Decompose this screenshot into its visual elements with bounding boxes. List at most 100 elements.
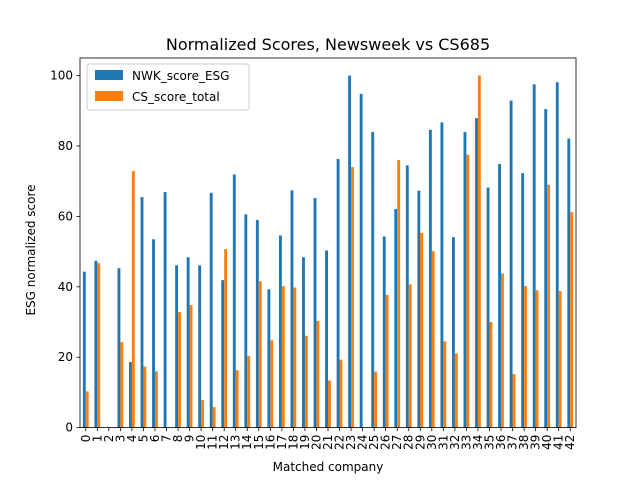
bar-cs-40 <box>547 184 551 428</box>
x-tick-label: 36 <box>494 435 508 450</box>
x-tick-label: 20 <box>309 435 323 450</box>
bar-nwk-15 <box>255 219 259 428</box>
bar-cs-6 <box>154 371 158 428</box>
bar-nwk-24 <box>359 93 363 428</box>
bar-nwk-31 <box>440 122 444 428</box>
x-tick-label: 39 <box>529 435 543 450</box>
bar-cs-12 <box>224 249 228 428</box>
x-tick-label: 27 <box>390 435 404 450</box>
x-tick-label: 0 <box>79 435 93 443</box>
bar-cs-4 <box>131 170 135 428</box>
x-tick-label: 24 <box>356 435 370 450</box>
bar-cs-0 <box>85 391 89 428</box>
legend-label-nwk: NWK_score_ESG <box>132 69 229 83</box>
x-tick-label: 10 <box>194 435 208 450</box>
bar-cs-18 <box>293 287 297 428</box>
chart-title: Normalized Scores, Newsweek vs CS685 <box>166 35 490 54</box>
bar-cs-22 <box>339 359 343 428</box>
x-tick-label: 23 <box>344 435 358 450</box>
bar-nwk-14 <box>244 214 248 428</box>
y-tick-label: 80 <box>58 139 73 153</box>
bar-cs-28 <box>408 284 412 428</box>
x-tick-label: 40 <box>540 435 554 450</box>
legend-label-cs: CS_score_total <box>132 90 220 104</box>
x-tick-label: 28 <box>402 435 416 450</box>
bar-cs-34 <box>477 75 481 428</box>
x-tick-label: 30 <box>425 435 439 450</box>
y-axis-label: ESG normalized score <box>24 184 38 315</box>
x-tick-label: 7 <box>160 435 174 443</box>
x-tick-label: 33 <box>459 435 473 450</box>
legend-swatch-cs <box>95 91 123 101</box>
x-tick-label: 35 <box>482 435 496 450</box>
bar-nwk-42 <box>567 138 571 428</box>
bar-cs-37 <box>512 374 516 428</box>
bar-cs-23 <box>351 167 354 428</box>
bar-cs-17 <box>281 286 285 428</box>
bar-nwk-3 <box>117 268 121 428</box>
x-tick-label: 26 <box>379 435 393 450</box>
x-tick-label: 31 <box>436 435 450 450</box>
bar-nwk-32 <box>452 237 455 428</box>
bar-cs-32 <box>454 353 458 428</box>
x-axis-label: Matched company <box>273 460 384 474</box>
bar-cs-20 <box>316 320 320 428</box>
ticks-layer: 0123456789101112131415161718192021222324… <box>50 69 577 450</box>
bar-nwk-6 <box>152 239 155 428</box>
y-tick-label: 100 <box>50 69 73 83</box>
bar-nwk-33 <box>463 131 467 428</box>
bar-cs-27 <box>397 160 401 428</box>
bar-nwk-34 <box>475 118 478 428</box>
bar-nwk-39 <box>532 84 536 428</box>
bar-cs-8 <box>178 312 181 428</box>
x-tick-label: 14 <box>240 435 254 450</box>
bar-nwk-30 <box>428 129 432 428</box>
bar-cs-5 <box>143 366 147 428</box>
bar-nwk-1 <box>94 260 98 428</box>
bar-nwk-12 <box>221 280 225 428</box>
bar-nwk-27 <box>394 209 398 428</box>
bar-nwk-29 <box>417 190 421 428</box>
x-tick-label: 1 <box>90 435 104 443</box>
bar-cs-39 <box>535 290 539 428</box>
bar-nwk-13 <box>232 174 236 428</box>
x-tick-label: 42 <box>563 435 577 450</box>
bar-cs-26 <box>385 294 389 428</box>
bar-cs-29 <box>420 232 424 428</box>
bar-nwk-10 <box>198 265 202 428</box>
bar-cs-15 <box>258 281 262 428</box>
x-tick-label: 25 <box>367 435 381 450</box>
bar-nwk-5 <box>140 197 144 428</box>
bar-nwk-22 <box>336 159 340 428</box>
plot-frame <box>79 57 577 429</box>
bar-cs-41 <box>558 291 562 428</box>
y-tick-label: 20 <box>58 350 73 364</box>
bar-cs-30 <box>431 251 435 428</box>
x-tick-label: 21 <box>321 435 335 450</box>
x-tick-label: 8 <box>171 435 185 443</box>
y-tick-label: 0 <box>65 421 73 435</box>
bar-nwk-36 <box>498 163 502 428</box>
bar-nwk-28 <box>405 165 409 428</box>
x-tick-label: 6 <box>148 435 162 443</box>
bar-cs-9 <box>189 305 193 428</box>
x-tick-label: 34 <box>471 435 485 450</box>
bar-cs-42 <box>570 212 574 428</box>
bar-nwk-26 <box>382 236 386 428</box>
bar-nwk-20 <box>313 198 317 428</box>
bar-nwk-0 <box>82 271 86 428</box>
bar-cs-35 <box>489 322 493 428</box>
bar-nwk-18 <box>290 190 294 428</box>
bar-cs-11 <box>212 407 216 428</box>
bar-cs-10 <box>201 400 204 428</box>
bar-nwk-21 <box>325 250 328 428</box>
x-tick-label: 13 <box>229 435 243 450</box>
y-tick-label: 40 <box>58 280 73 294</box>
x-tick-label: 37 <box>506 435 520 450</box>
x-tick-label: 16 <box>263 435 277 450</box>
bar-cs-21 <box>328 380 331 428</box>
bar-nwk-8 <box>175 265 179 428</box>
x-tick-label: 17 <box>275 435 289 450</box>
x-tick-label: 32 <box>448 435 462 450</box>
bar-nwk-9 <box>186 257 190 428</box>
